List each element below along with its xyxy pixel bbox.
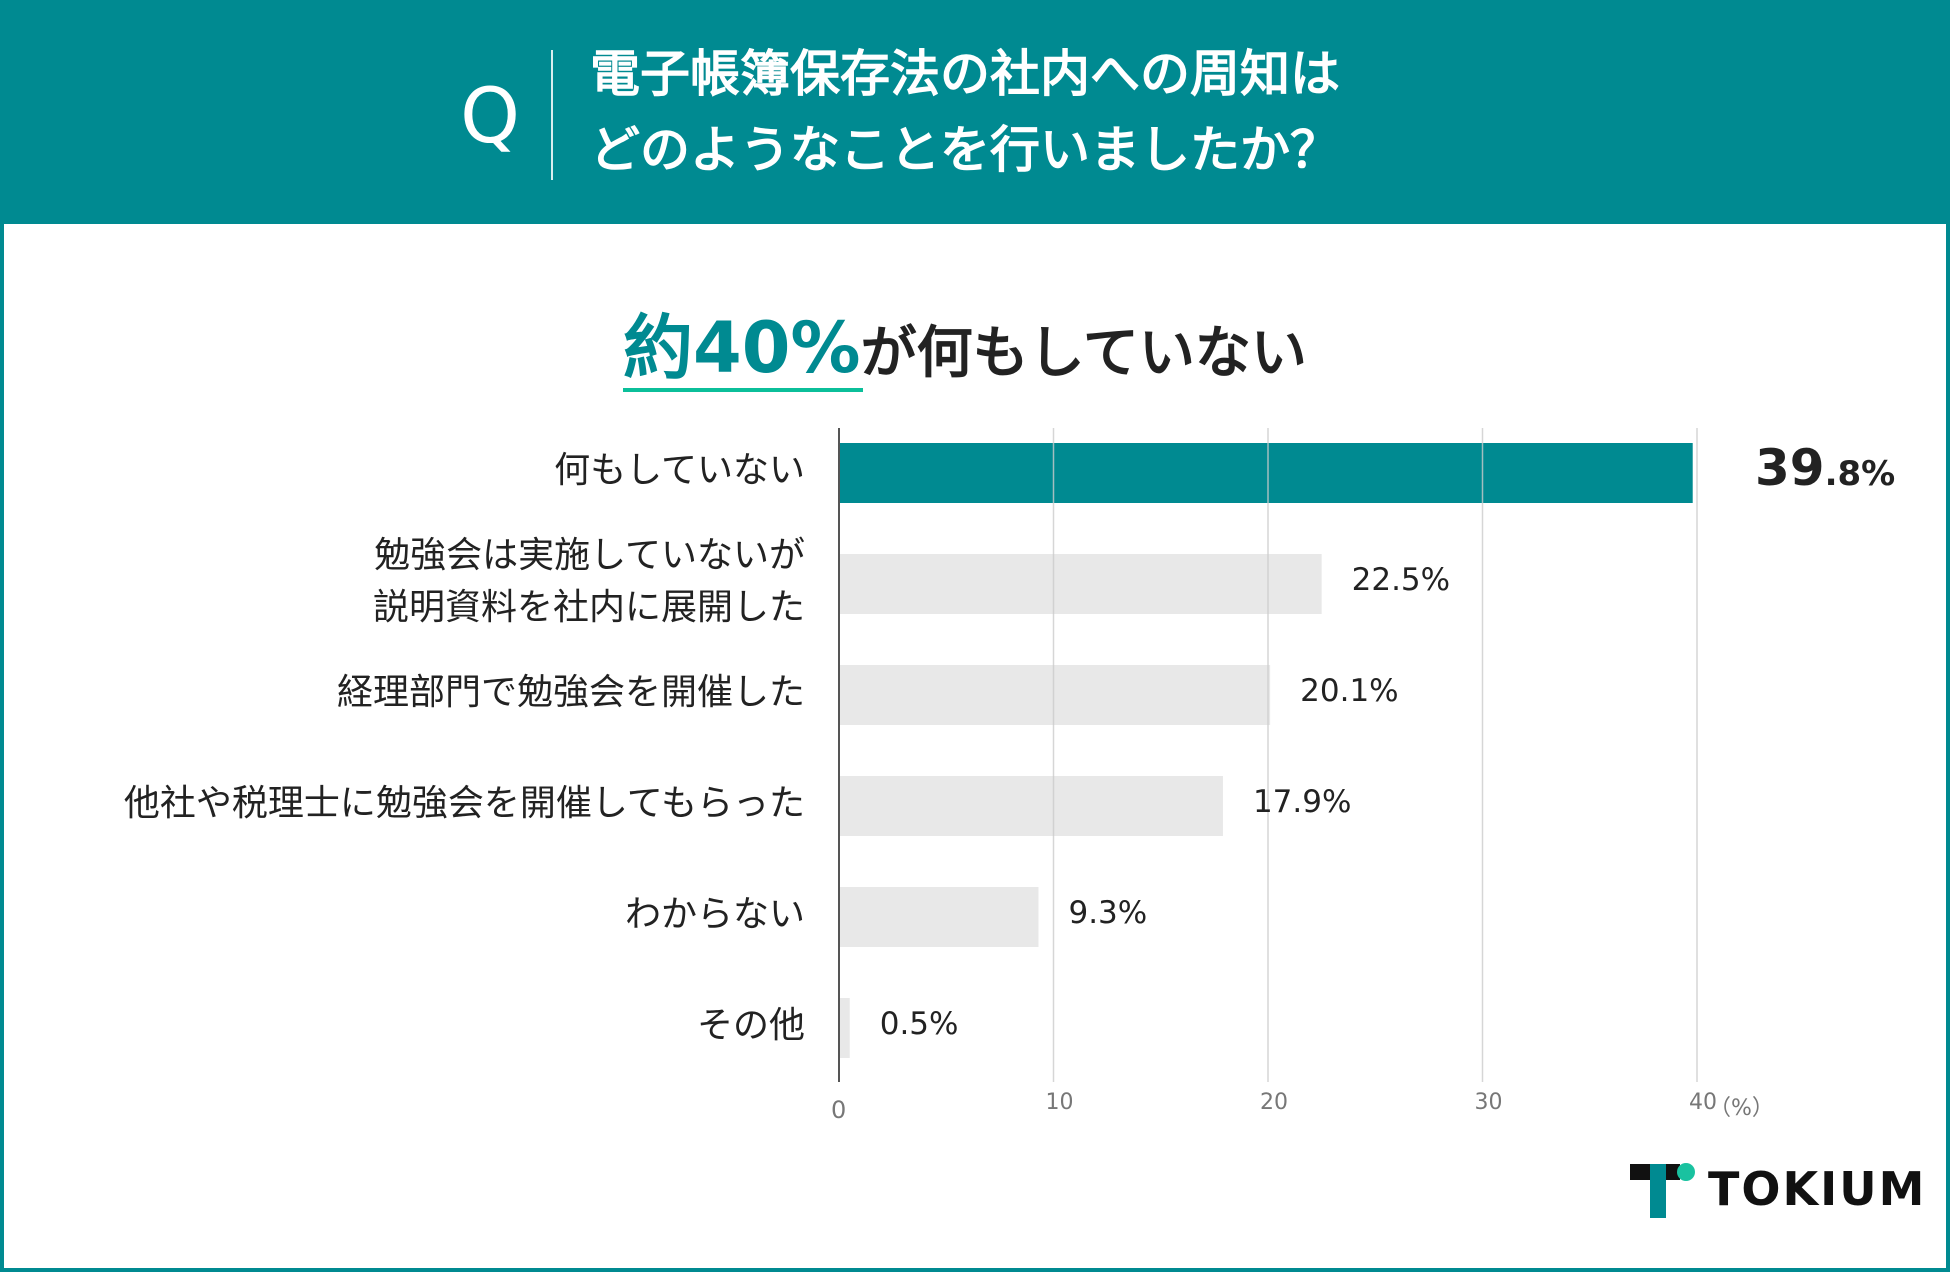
value-label-4: 9.3% bbox=[1068, 895, 1148, 931]
value-label-1: 22.5% bbox=[1351, 562, 1451, 598]
bar-4 bbox=[839, 887, 1039, 947]
axis-unit-label: （%） bbox=[1709, 1096, 1774, 1121]
category-label-3: 他社や税理士に勉強会を開催してもらった bbox=[124, 778, 805, 830]
category-label-line: わからない bbox=[624, 894, 805, 935]
question-line-2: どのようなことを行いましたか？ bbox=[590, 121, 1340, 179]
tick-label-0: 0 bbox=[831, 1096, 847, 1124]
question-text: 電子帳簿保存法の社内への周知は どのようなことを行いましたか？ bbox=[590, 36, 1590, 188]
category-label-0: 何もしていない bbox=[554, 445, 805, 497]
category-label-line: その他 bbox=[696, 1005, 805, 1046]
headline-accent: 約40% bbox=[623, 307, 861, 389]
category-label-4: わからない bbox=[625, 889, 805, 941]
category-label-5: その他 bbox=[697, 1000, 805, 1052]
bar-5 bbox=[839, 998, 850, 1058]
chart-headline: 約40%が何もしていない bbox=[623, 292, 1307, 389]
tick-label-30: 30 bbox=[1474, 1090, 1503, 1115]
category-label-line: 何もしていない bbox=[554, 450, 805, 491]
tokium-logo-text: TOKIUM bbox=[1708, 1162, 1927, 1216]
headline-underline bbox=[623, 388, 863, 392]
tick-label-40: 40 bbox=[1689, 1090, 1717, 1115]
value-label-2: 20.1% bbox=[1300, 673, 1399, 709]
category-label-2: 経理部門で勉強会を開催した bbox=[337, 667, 805, 719]
bar-3 bbox=[839, 776, 1223, 836]
tokium-logo: TOKIUM bbox=[1628, 1160, 1924, 1220]
category-label-line: 経理部門で勉強会を開催した bbox=[336, 672, 805, 713]
value-label-0: 39.8% bbox=[1755, 439, 1896, 497]
question-header: Q 電子帳簿保存法の社内への周知は どのようなことを行いましたか？ bbox=[0, 0, 1950, 224]
category-label-line: 他社や税理士に勉強会を開催してもらった bbox=[123, 783, 805, 824]
tick-label-20: 20 bbox=[1260, 1090, 1288, 1115]
tick-label-10: 10 bbox=[1045, 1090, 1074, 1115]
value-label-5: 0.5% bbox=[879, 1006, 959, 1042]
question-line-1: 電子帳簿保存法の社内への周知は bbox=[590, 45, 1340, 103]
tokium-logo-mark bbox=[1630, 1163, 1695, 1218]
bar-2 bbox=[839, 665, 1271, 725]
bar-0 bbox=[839, 443, 1693, 503]
headline-rest: が何もしていない bbox=[860, 321, 1307, 386]
category-label-line: 勉強会は実施していないが bbox=[374, 535, 805, 576]
header-divider bbox=[551, 50, 553, 180]
bar-1 bbox=[839, 554, 1322, 614]
value-label-3: 17.9% bbox=[1252, 784, 1352, 820]
question-mark-q: Q bbox=[460, 71, 520, 160]
category-label-line: 説明資料を社内に展開した bbox=[372, 587, 805, 628]
category-label-1: 勉強会は実施していないが 説明資料を社内に展開した bbox=[373, 530, 805, 634]
